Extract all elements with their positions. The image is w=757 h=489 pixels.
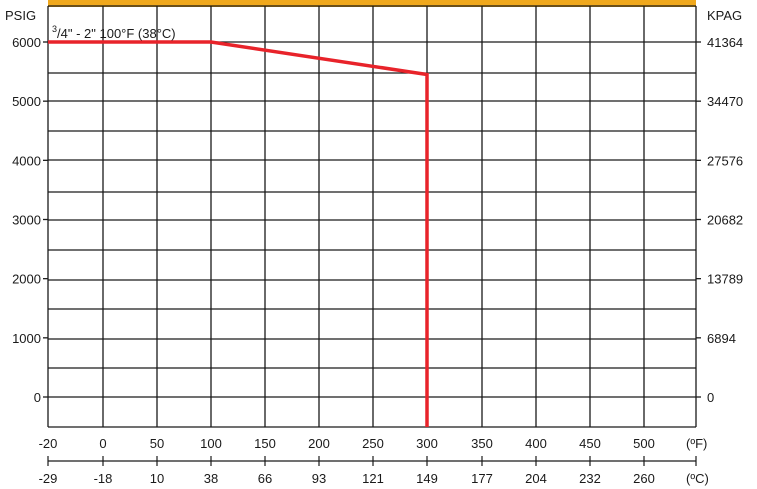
celsius-tick-label: 177 xyxy=(471,471,493,486)
celsius-tick-label: 204 xyxy=(525,471,547,486)
psig-tick-label: 0 xyxy=(34,390,41,405)
fahrenheit-tick-label: 350 xyxy=(471,436,493,451)
psig-tick-label: 6000 xyxy=(12,35,41,50)
fahrenheit-tick-label: 50 xyxy=(150,436,164,451)
pressure-rating-line xyxy=(48,40,429,427)
fahrenheit-tick-label: 400 xyxy=(525,436,547,451)
series-layer xyxy=(48,40,429,427)
fahrenheit-tick-label: 100 xyxy=(200,436,222,451)
kpag-tick-label: 34470 xyxy=(707,94,743,109)
celsius-tick-label: 93 xyxy=(312,471,326,486)
fahrenheit-tick-label: -20 xyxy=(39,436,58,451)
fahrenheit-tick-label: 0 xyxy=(99,436,106,451)
kpag-tick-label: 27576 xyxy=(707,153,743,168)
celsius-tick-label: 38 xyxy=(204,471,218,486)
fahrenheit-tick-label: 500 xyxy=(633,436,655,451)
fahrenheit-tick-label: 200 xyxy=(308,436,330,451)
annotation-superscript: 3 xyxy=(52,24,57,34)
psig-tick-label: 5000 xyxy=(12,94,41,109)
kpag-tick-label: 20682 xyxy=(707,213,743,228)
kpag-tick-label: 41364 xyxy=(707,35,743,50)
celsius-tick-label: 66 xyxy=(258,471,272,486)
celsius-tick-label: 260 xyxy=(633,471,655,486)
grid xyxy=(43,5,701,466)
right-axis-label: KPAG xyxy=(707,8,742,23)
top-accent-bar xyxy=(48,0,696,7)
kpag-tick-label: 13789 xyxy=(707,272,743,287)
fahrenheit-tick-label: 450 xyxy=(579,436,601,451)
celsius-tick-label: -29 xyxy=(39,471,58,486)
psig-tick-label: 2000 xyxy=(12,272,41,287)
kpag-tick-label: 0 xyxy=(707,390,714,405)
psig-tick-label: 3000 xyxy=(12,213,41,228)
fahrenheit-tick-label: 150 xyxy=(254,436,276,451)
bottom-axis-unit: (ºC) xyxy=(686,471,709,486)
psig-tick-label: 1000 xyxy=(12,331,41,346)
annotation-text: /4" - 2" 100°F (38°C) xyxy=(57,26,176,41)
celsius-tick-label: 10 xyxy=(150,471,164,486)
rating-annotation: 3/4" - 2" 100°F (38°C) xyxy=(52,24,176,41)
celsius-tick-label: 121 xyxy=(362,471,384,486)
celsius-tick-label: -18 xyxy=(94,471,113,486)
psig-tick-label: 4000 xyxy=(12,153,41,168)
celsius-tick-label: 232 xyxy=(579,471,601,486)
fahrenheit-tick-label: 300 xyxy=(416,436,438,451)
kpag-tick-label: 6894 xyxy=(707,331,736,346)
celsius-tick-label: 149 xyxy=(416,471,438,486)
fahrenheit-tick-label: 250 xyxy=(362,436,384,451)
left-axis-label: PSIG xyxy=(5,8,36,23)
top-axis-unit: (ºF) xyxy=(686,436,707,451)
